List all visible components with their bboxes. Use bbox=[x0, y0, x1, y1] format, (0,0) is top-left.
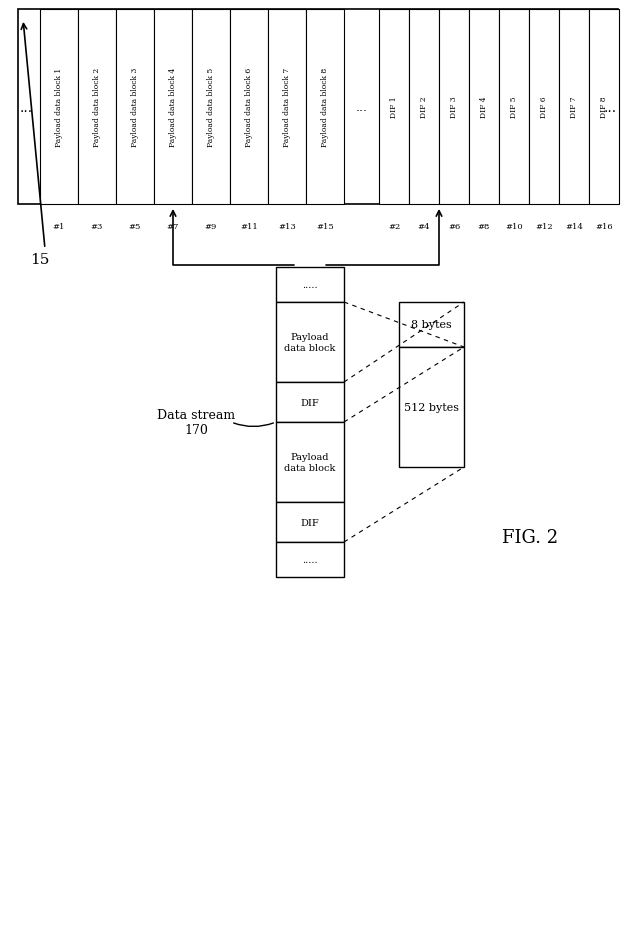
Text: Data stream
170: Data stream 170 bbox=[157, 409, 235, 437]
Bar bbox=[399, 348, 464, 467]
Text: FIG. 2: FIG. 2 bbox=[502, 528, 558, 546]
Text: #13: #13 bbox=[278, 222, 296, 231]
Text: DIF 6: DIF 6 bbox=[540, 96, 548, 118]
Bar bbox=[559, 10, 589, 205]
Bar bbox=[276, 502, 344, 542]
Text: #3: #3 bbox=[91, 222, 103, 231]
Text: DIF 5: DIF 5 bbox=[510, 96, 518, 118]
Bar bbox=[276, 542, 344, 578]
Bar bbox=[306, 10, 344, 205]
Text: 15: 15 bbox=[30, 253, 49, 267]
Text: #7: #7 bbox=[167, 222, 179, 231]
Text: Payload
data block: Payload data block bbox=[284, 452, 336, 472]
Text: Payload data block 5: Payload data block 5 bbox=[207, 68, 215, 147]
Text: .....: ..... bbox=[302, 555, 318, 565]
Text: DIF: DIF bbox=[301, 398, 319, 407]
Text: Payload data block 8: Payload data block 8 bbox=[321, 68, 329, 147]
Text: #11: #11 bbox=[240, 222, 258, 231]
Bar bbox=[78, 10, 116, 205]
Text: ...: ... bbox=[19, 100, 33, 114]
Bar bbox=[399, 303, 464, 348]
Bar bbox=[499, 10, 529, 205]
Bar bbox=[276, 383, 344, 423]
Text: #16: #16 bbox=[595, 222, 613, 231]
Text: #5: #5 bbox=[129, 222, 141, 231]
Bar bbox=[40, 10, 78, 205]
Text: Payload data block 3: Payload data block 3 bbox=[131, 68, 139, 147]
Text: #8: #8 bbox=[478, 222, 490, 231]
Text: #1: #1 bbox=[53, 222, 65, 231]
Bar bbox=[439, 10, 469, 205]
Bar bbox=[18, 10, 618, 205]
Bar bbox=[116, 10, 154, 205]
Text: #10: #10 bbox=[505, 222, 523, 231]
Text: #15: #15 bbox=[316, 222, 334, 231]
Text: #14: #14 bbox=[565, 222, 583, 231]
Bar bbox=[379, 10, 409, 205]
Text: #12: #12 bbox=[535, 222, 553, 231]
Bar bbox=[409, 10, 439, 205]
Text: #4: #4 bbox=[418, 222, 430, 231]
Bar bbox=[529, 10, 559, 205]
Text: .....: ..... bbox=[302, 281, 318, 289]
Text: Payload data block 2: Payload data block 2 bbox=[93, 68, 101, 147]
Bar bbox=[276, 268, 344, 303]
Text: Payload
data block: Payload data block bbox=[284, 333, 336, 352]
Text: 512 bytes: 512 bytes bbox=[404, 402, 459, 413]
Text: 8 bytes: 8 bytes bbox=[411, 320, 452, 330]
Text: ...: ... bbox=[355, 101, 367, 114]
Bar bbox=[589, 10, 619, 205]
Text: Payload data block 6: Payload data block 6 bbox=[245, 68, 253, 147]
Text: #2: #2 bbox=[388, 222, 400, 231]
Text: DIF 8: DIF 8 bbox=[600, 96, 608, 118]
Text: DIF 3: DIF 3 bbox=[450, 96, 458, 119]
Bar bbox=[230, 10, 268, 205]
Text: DIF 2: DIF 2 bbox=[420, 96, 428, 118]
Text: DIF: DIF bbox=[301, 518, 319, 527]
Bar bbox=[276, 303, 344, 383]
Text: Payload data block 1: Payload data block 1 bbox=[55, 68, 63, 147]
Bar bbox=[276, 423, 344, 502]
Bar bbox=[192, 10, 230, 205]
Text: #9: #9 bbox=[205, 222, 217, 231]
Text: DIF 1: DIF 1 bbox=[390, 96, 398, 118]
Text: ...: ... bbox=[604, 100, 616, 114]
Text: DIF 7: DIF 7 bbox=[570, 96, 578, 118]
Bar bbox=[268, 10, 306, 205]
Text: #6: #6 bbox=[448, 222, 460, 231]
Bar bbox=[154, 10, 192, 205]
Text: Payload data block 7: Payload data block 7 bbox=[283, 68, 291, 147]
Bar bbox=[469, 10, 499, 205]
Text: Payload data block 4: Payload data block 4 bbox=[169, 68, 177, 147]
Text: DIF 4: DIF 4 bbox=[480, 96, 488, 118]
